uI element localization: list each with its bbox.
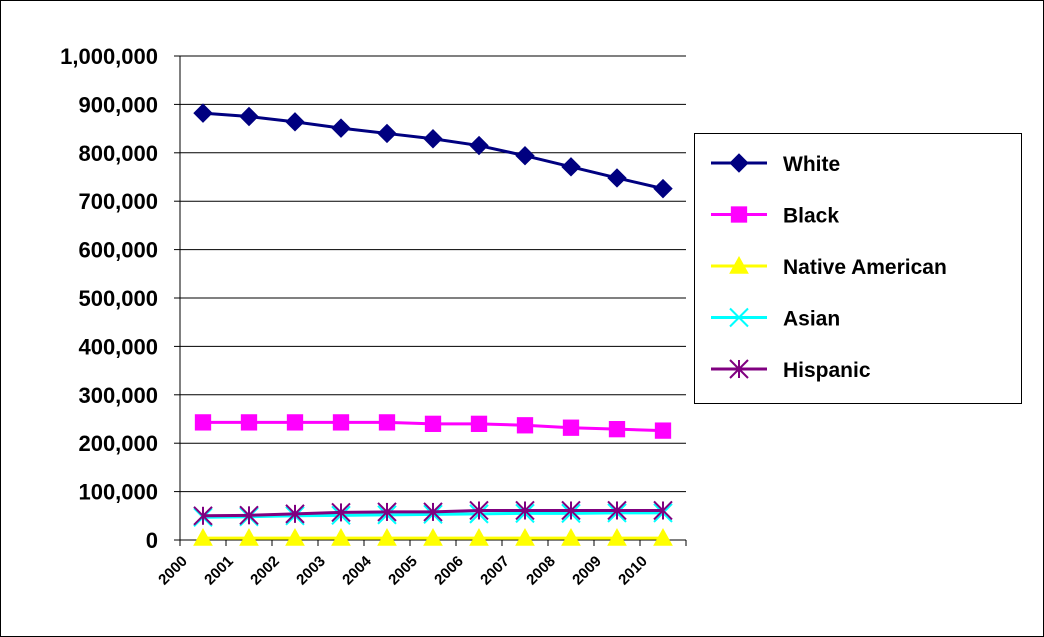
data-point-hispanic (377, 502, 397, 522)
legend-item-hispanic: Hispanic (711, 359, 871, 382)
x-tick-label: 2007 (477, 553, 513, 589)
x-tick-label: 2000 (155, 553, 191, 589)
series-native-american (193, 528, 673, 546)
data-point-native-american (515, 528, 535, 546)
data-point-white (607, 168, 627, 188)
legend-label-asian: Asian (783, 308, 840, 331)
y-tick-label: 400,000 (78, 334, 158, 359)
data-point-native-american (193, 528, 213, 546)
series-line-white (202, 111, 664, 191)
y-tick-label: 800,000 (78, 141, 158, 166)
x-tick-label: 2002 (247, 553, 283, 589)
y-tick-label: 500,000 (78, 286, 158, 311)
data-point-white (423, 129, 443, 149)
data-point-black (608, 421, 626, 438)
data-point-hispanic (607, 500, 627, 521)
legend-item-white: White (711, 153, 840, 176)
y-tick-label: 100,000 (78, 480, 158, 505)
legend-marker-white (729, 153, 749, 173)
data-point-native-american (653, 528, 673, 546)
marker-stroke (729, 307, 749, 328)
data-point-black (516, 417, 534, 434)
y-tick-label: 600,000 (78, 238, 158, 263)
legend-marker-native-american (729, 255, 749, 274)
legend-label-hispanic: Hispanic (783, 359, 871, 382)
data-point-white (515, 145, 535, 166)
data-point-native-american (561, 528, 581, 546)
data-point-white (193, 103, 213, 123)
data-point-white (469, 135, 489, 156)
data-point-black (424, 415, 442, 432)
data-point-white (239, 106, 259, 127)
data-point-hispanic (515, 500, 535, 521)
data-point-white (653, 178, 673, 199)
y-tick-label: 200,000 (78, 431, 158, 456)
x-tick-label: 2006 (431, 553, 467, 589)
y-tick-label: 1,000,000 (60, 44, 158, 69)
legend-item-black: Black (711, 205, 839, 228)
legend-marker-black (730, 206, 748, 223)
series-hispanic (193, 500, 673, 526)
legend-item-asian: Asian (711, 308, 840, 331)
x-tick-label: 2001 (201, 553, 237, 589)
series-layer (193, 103, 673, 546)
x-tick-label: 2004 (339, 552, 375, 588)
data-point-white (285, 112, 305, 132)
data-point-native-american (331, 528, 351, 546)
legend-label-white: White (783, 153, 840, 176)
x-axis-tick-labels: 2000 2001 2002 2003 2004 2005 2006 2007 2008 2009… (155, 552, 651, 588)
data-point-black (378, 414, 396, 431)
y-tick-label: 900,000 (78, 92, 158, 117)
axes (174, 55, 687, 546)
data-point-white (377, 123, 397, 144)
data-point-hispanic (331, 502, 351, 523)
data-point-black (562, 419, 580, 436)
legend-marker-hispanic (729, 359, 749, 379)
x-tick-label: 2010 (615, 553, 651, 589)
data-point-white (331, 118, 351, 138)
data-point-native-american (607, 528, 627, 546)
legend-item-native-american: Native American (711, 255, 947, 279)
data-point-black (286, 414, 304, 431)
data-point-native-american (377, 528, 397, 546)
data-point-hispanic (469, 500, 489, 521)
x-tick-label: 2008 (523, 553, 559, 589)
data-point-native-american (239, 528, 259, 546)
data-point-hispanic (193, 506, 213, 526)
data-point-hispanic (285, 504, 305, 524)
y-tick-label: 700,000 (78, 189, 158, 214)
y-tick-label: 0 (146, 528, 158, 553)
x-tick-label: 2005 (385, 553, 421, 589)
gridlines (180, 55, 686, 493)
y-axis-tick-labels: 0 100,000 200,000 300,000 400,000 500,000 600,… (60, 44, 158, 553)
legend-marker-asian (729, 307, 749, 328)
x-tick-label: 2003 (293, 553, 329, 589)
data-point-black (470, 415, 488, 432)
y-tick-label: 300,000 (78, 383, 158, 408)
legend-label-native-american: Native American (783, 256, 947, 279)
data-point-hispanic (561, 500, 581, 521)
series-white (193, 103, 673, 199)
data-point-hispanic (239, 505, 259, 526)
data-point-white (561, 157, 581, 177)
legend-label-black: Black (783, 205, 839, 228)
data-point-black (194, 414, 212, 431)
legend-entries: White Black Native American Asian Hispanic (711, 153, 947, 382)
legend: White Black Native American Asian Hispanic (694, 133, 1022, 404)
data-point-native-american (469, 528, 489, 546)
data-point-hispanic (423, 502, 443, 522)
data-point-hispanic (653, 500, 673, 521)
series-black (194, 414, 672, 439)
data-point-black (654, 422, 672, 439)
data-point-native-american (285, 528, 305, 546)
x-tick-label: 2009 (569, 553, 605, 589)
data-point-black (332, 414, 350, 431)
data-point-native-american (423, 528, 443, 546)
data-point-black (240, 414, 258, 431)
